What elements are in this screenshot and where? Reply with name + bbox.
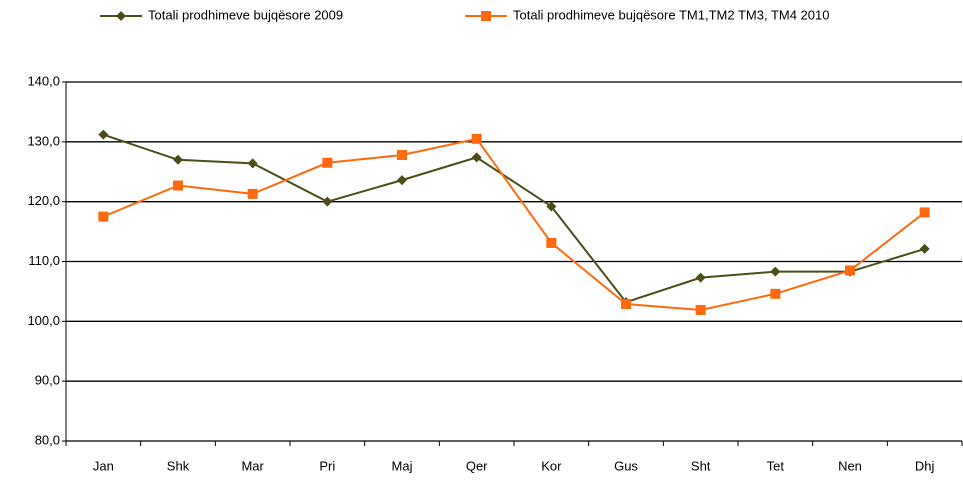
y-tick-label: 130,0 [27,133,60,148]
point [621,298,631,309]
point [546,201,557,212]
y-tick-label: 110,0 [28,253,60,268]
point [770,266,781,277]
x-tick-label: Dhj [915,458,935,473]
point [173,154,183,165]
x-tick-label: Qer [466,458,488,473]
point [173,180,183,191]
series-line [103,133,925,304]
point [919,243,930,254]
point [845,265,855,276]
x-tick-label: Shk [167,458,190,473]
point [770,288,781,299]
point [471,133,482,144]
y-tick-label: 80,0 [35,432,60,447]
y-tick-label: 140,0 [27,73,60,88]
legend-marker [116,11,126,21]
legend-marker [481,11,491,21]
point [919,207,930,218]
point [397,175,407,186]
x-tick-label: Maj [392,458,413,473]
x-tick-label: Sht [691,458,711,473]
x-tick-label: Pri [319,458,335,473]
point [695,304,706,315]
point [247,188,258,199]
y-tick-label: 100,0 [27,313,60,328]
point [247,158,258,169]
point [322,196,333,207]
point [397,149,407,160]
point [546,237,557,248]
point [98,211,109,222]
point [98,129,109,140]
x-tick-label: Nen [838,458,862,473]
point [695,272,706,283]
y-tick-label: 120,0 [27,193,60,208]
series-line [102,137,926,311]
legend-label: Totali prodhimeve bujqësore TM1,TM2 TM3,… [513,7,829,22]
point [322,157,333,168]
x-tick-label: Kor [541,458,562,473]
x-tick-label: Gus [614,458,638,473]
point [471,152,482,163]
legend-label: Totali prodhimeve bujqësore 2009 [148,7,343,22]
x-tick-label: Mar [241,458,264,473]
y-tick-label: 90,0 [35,373,60,388]
x-tick-label: Jan [93,458,114,473]
x-tick-label: Tet [767,458,785,473]
